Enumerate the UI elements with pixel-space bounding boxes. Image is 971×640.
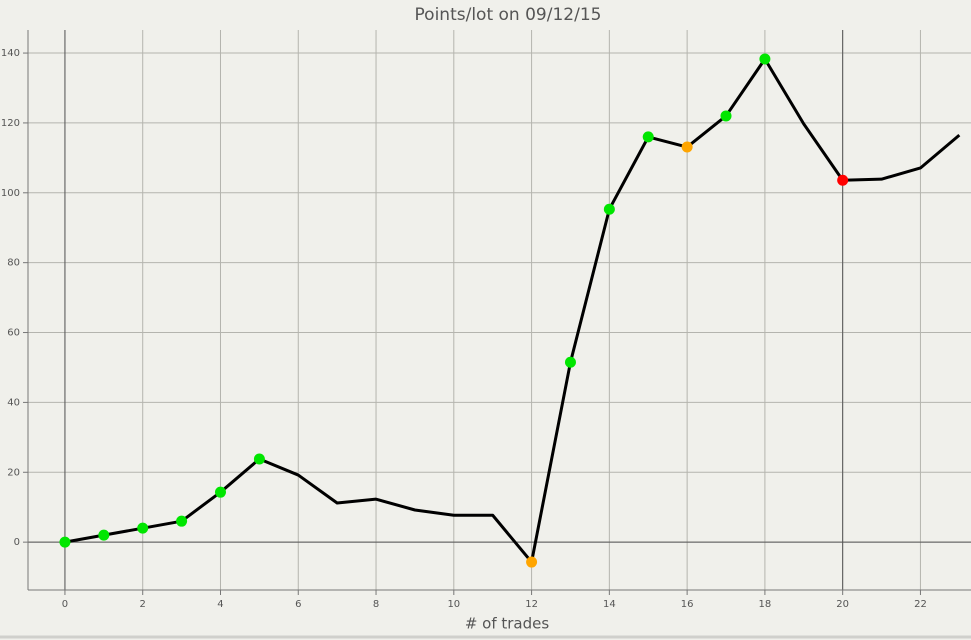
x-tick-label: 0 <box>62 599 68 610</box>
data-line <box>64 57 961 564</box>
x-tick-label: 16 <box>681 599 694 610</box>
x-tick-label: 18 <box>759 599 772 610</box>
y-tick-label: 100 <box>1 188 20 199</box>
data-point <box>564 356 576 368</box>
data-point <box>176 515 188 527</box>
y-tick-label: 60 <box>7 328 20 339</box>
data-point <box>837 174 849 186</box>
x-tick-label: 2 <box>140 599 146 610</box>
data-point <box>214 486 226 498</box>
x-tick-label: 4 <box>217 599 223 610</box>
data-point <box>253 453 265 465</box>
x-axis-label: # of trades <box>465 615 550 633</box>
data-point <box>526 556 538 568</box>
x-tick-label: 20 <box>836 599 849 610</box>
y-tick-label: 140 <box>1 48 20 59</box>
x-tick-label: 14 <box>603 599 616 610</box>
y-tick-label: 0 <box>14 537 20 548</box>
data-point <box>98 529 110 541</box>
data-point <box>681 141 693 153</box>
x-tick-label: 8 <box>373 599 379 610</box>
data-point <box>59 536 71 548</box>
chart-title: Points/lot on 09/12/15 <box>415 5 602 25</box>
y-tick-label: 40 <box>7 397 20 408</box>
y-tick-label: 80 <box>7 258 20 269</box>
y-tick-label: 120 <box>1 118 20 129</box>
data-point <box>720 110 732 122</box>
data-point <box>642 131 654 143</box>
data-point <box>603 203 615 215</box>
data-point <box>137 522 149 534</box>
x-tick-label: 22 <box>914 599 927 610</box>
data-point <box>759 53 771 65</box>
x-tick-label: 12 <box>525 599 538 610</box>
y-tick-label: 20 <box>7 467 20 478</box>
x-tick-label: 10 <box>447 599 460 610</box>
x-tick-label: 6 <box>295 599 301 610</box>
